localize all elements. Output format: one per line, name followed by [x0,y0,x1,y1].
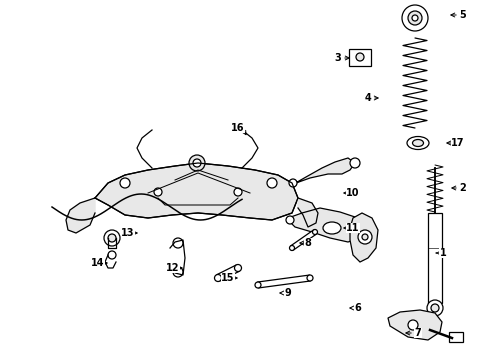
Ellipse shape [323,222,341,234]
Circle shape [356,53,364,61]
FancyBboxPatch shape [349,49,371,66]
Text: 9: 9 [285,288,292,298]
Circle shape [350,158,360,168]
FancyBboxPatch shape [449,332,463,342]
Text: 7: 7 [415,328,421,338]
Ellipse shape [407,136,429,149]
Circle shape [412,15,418,21]
Polygon shape [95,163,298,220]
Text: 6: 6 [355,303,361,313]
Circle shape [431,304,439,312]
FancyBboxPatch shape [428,213,442,303]
Circle shape [408,320,418,330]
Circle shape [189,155,205,171]
Circle shape [215,274,221,282]
Polygon shape [217,265,240,281]
Circle shape [108,234,116,242]
Circle shape [255,282,261,288]
Circle shape [313,230,318,234]
Ellipse shape [413,140,423,147]
Circle shape [267,178,277,188]
Circle shape [235,265,242,271]
Circle shape [154,188,162,196]
Circle shape [290,246,294,251]
Circle shape [108,251,116,259]
Text: 5: 5 [460,10,466,20]
Text: 15: 15 [221,273,235,283]
Circle shape [362,234,368,240]
Text: 4: 4 [365,93,371,103]
Text: 10: 10 [346,188,360,198]
Polygon shape [291,230,317,250]
Circle shape [173,267,183,277]
Polygon shape [66,198,95,233]
Circle shape [408,11,422,25]
Circle shape [427,300,443,316]
Polygon shape [388,310,442,340]
Circle shape [104,230,120,246]
Text: 2: 2 [460,183,466,193]
Text: 17: 17 [451,138,465,148]
Circle shape [234,188,242,196]
Text: 8: 8 [305,238,312,248]
Text: 11: 11 [346,223,360,233]
Text: 13: 13 [121,228,135,238]
Text: 14: 14 [91,258,105,268]
Polygon shape [288,208,365,242]
Polygon shape [298,198,318,227]
Circle shape [358,230,372,244]
Circle shape [173,238,183,248]
Circle shape [307,275,313,281]
Polygon shape [350,213,378,262]
Polygon shape [292,158,355,185]
Text: 3: 3 [335,53,342,63]
Circle shape [286,216,294,224]
Text: 16: 16 [231,123,245,133]
Text: 1: 1 [440,248,446,258]
Text: 12: 12 [166,263,180,273]
Polygon shape [258,275,310,288]
Circle shape [289,179,297,187]
Circle shape [402,5,428,31]
Circle shape [120,178,130,188]
Circle shape [193,159,201,167]
